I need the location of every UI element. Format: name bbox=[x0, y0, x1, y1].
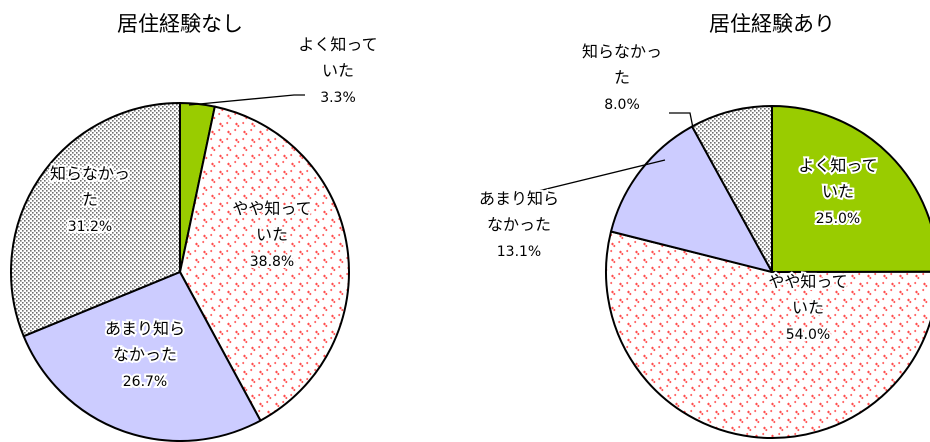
slice-labels: よく知っていた3.3%やや知っていた38.8%あまり知らなかった26.7%知らな… bbox=[48, 33, 880, 392]
chart2-slice-4-label: た bbox=[614, 68, 630, 87]
chart2-slice-2 bbox=[605, 230, 930, 439]
chart2-title: 居住経験あり bbox=[709, 12, 835, 36]
chart1-slice-3-label: あまり知ら bbox=[105, 319, 185, 338]
chart2-slice-3-label: なかった bbox=[487, 215, 551, 234]
chart1-slice-2-value: 38.8% bbox=[250, 254, 294, 270]
chart1-slice-2 bbox=[179, 105, 350, 422]
chart1-slice-3-label: なかった bbox=[113, 345, 177, 364]
chart2-slice-1-label: いた bbox=[822, 182, 854, 201]
pie-chart-with-experience bbox=[605, 105, 930, 439]
chart2-leader-line-3 bbox=[529, 159, 666, 200]
chart1-slice-1-label: いた bbox=[322, 61, 354, 80]
chart1-slice-2-label: やや知って bbox=[232, 199, 311, 218]
chart2-slice-1-label: よく知って bbox=[798, 156, 877, 175]
chart1-slice-4-label: た bbox=[82, 190, 98, 209]
chart2-slice-1-value: 25.0% bbox=[816, 211, 860, 227]
chart1-slice-4-value: 31.2% bbox=[68, 219, 112, 235]
chart2-slice-2-value: 54.0% bbox=[786, 327, 830, 343]
chart2-slice-4-label: 知らなかっ bbox=[582, 42, 662, 61]
chart1-slice-3-value: 26.7% bbox=[123, 374, 167, 390]
chart2-slice-3-value: 13.1% bbox=[497, 244, 541, 260]
chart1-leader-line-1 bbox=[188, 94, 305, 106]
chart2-slice-2-label: いた bbox=[792, 298, 824, 317]
chart1-slice-2-label: いた bbox=[256, 225, 288, 244]
chart2-slice-3-label: あまり知ら bbox=[479, 189, 559, 208]
chart2-leader-line-4 bbox=[669, 112, 694, 129]
chart2-slice-4-value: 8.0% bbox=[604, 97, 640, 113]
chart1-slice-4 bbox=[10, 102, 181, 338]
chart1-slice-4-label: 知らなかっ bbox=[50, 164, 130, 183]
chart1-title: 居住経験なし bbox=[117, 12, 243, 36]
chart2-slice-2-label: やや知って bbox=[768, 272, 847, 291]
chart1-slice-3 bbox=[22, 271, 262, 442]
chart1-slice-1-label: よく知って bbox=[298, 35, 377, 54]
chart1-slice-1-value: 3.3% bbox=[320, 90, 356, 106]
pie-chart-without-experience bbox=[10, 102, 350, 442]
chart2-slice-1 bbox=[771, 105, 930, 273]
